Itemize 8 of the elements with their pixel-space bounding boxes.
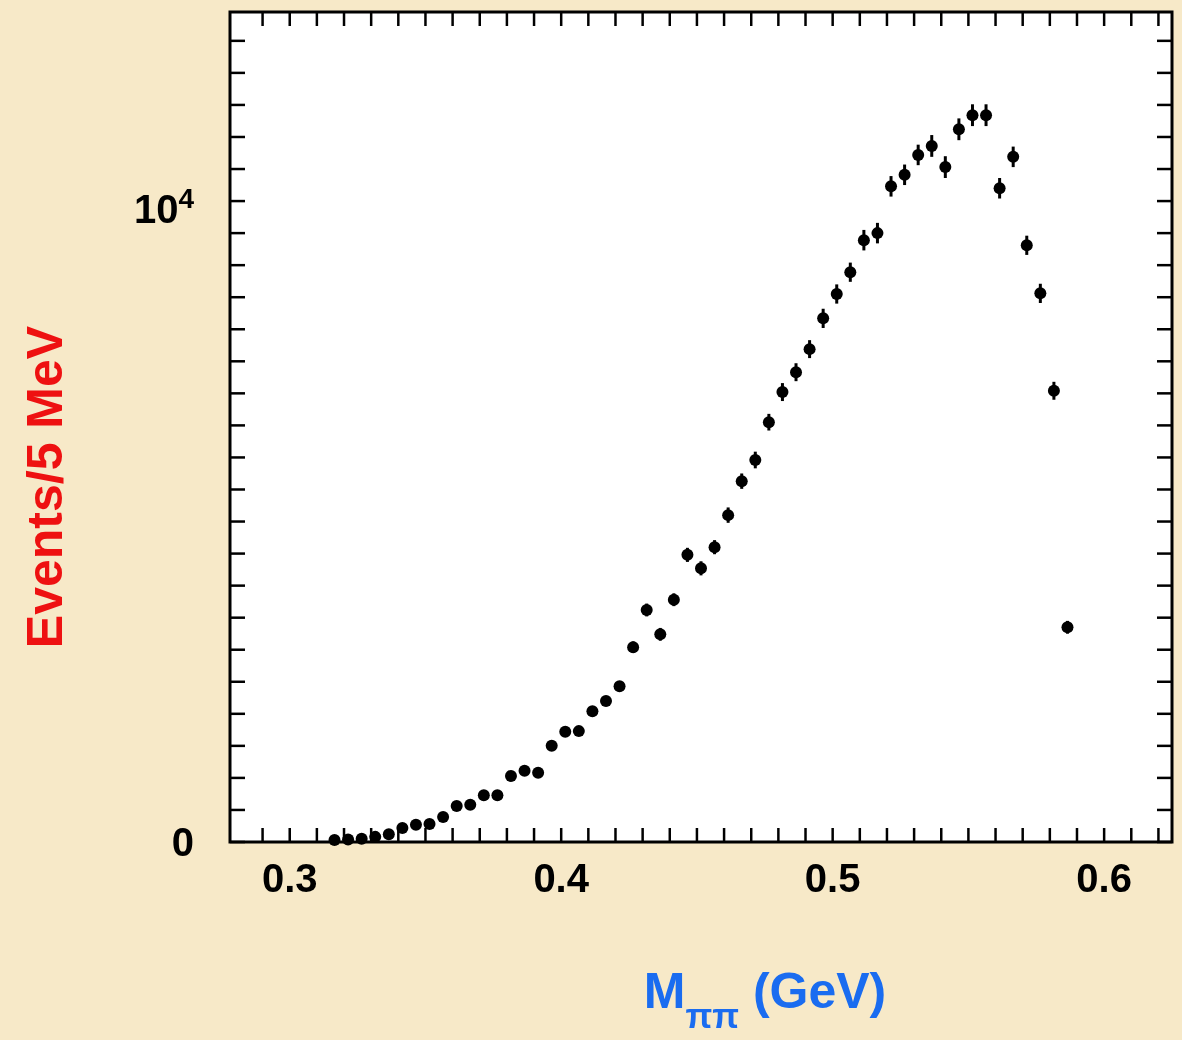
- y-axis-title: Events/5 MeV: [17, 325, 73, 649]
- x-tick-label: 0.6: [1076, 856, 1132, 900]
- x-axis-title: M$_{ππ}$ (GeV): [643, 963, 887, 1035]
- x-tick-label: 0.5: [804, 856, 861, 900]
- x-tick-label: 0.3: [261, 856, 318, 900]
- y-tick-label: 0: [171, 820, 194, 864]
- y-tick-label: 10$^{4}$: [133, 182, 195, 232]
- x-tick-label: 0.4: [533, 856, 590, 900]
